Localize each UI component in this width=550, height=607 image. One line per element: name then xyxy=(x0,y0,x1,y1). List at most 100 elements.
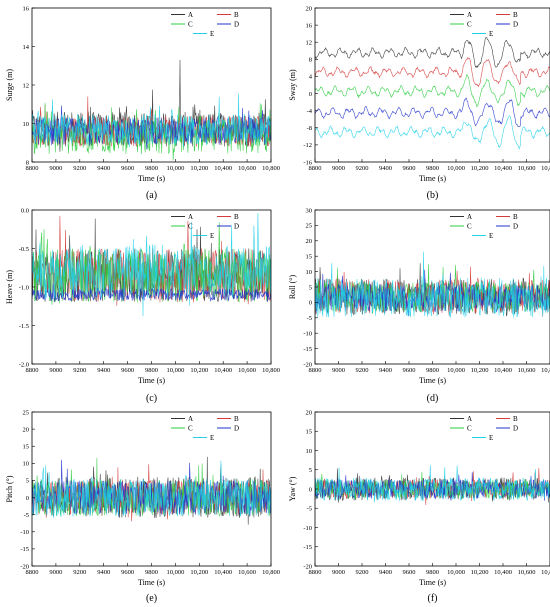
x-tick-label: 10,800 xyxy=(541,569,550,576)
series-line-d xyxy=(32,459,271,517)
legend-label-e: E xyxy=(210,434,214,442)
x-tick-label: 10,600 xyxy=(518,165,536,172)
x-tick-label: 9800 xyxy=(426,165,439,172)
x-tick-label: 9400 xyxy=(379,569,392,576)
x-tick-label: 8800 xyxy=(26,569,39,576)
panel-label: (c) xyxy=(146,393,157,404)
x-tick-label: 9800 xyxy=(145,165,158,172)
x-tick-label: 10,400 xyxy=(494,165,512,172)
y-tick-label: 20 xyxy=(306,238,313,245)
x-tick-label: 10,200 xyxy=(471,165,489,172)
x-tick-label: 9600 xyxy=(403,569,416,576)
panel-label: (d) xyxy=(427,393,439,404)
x-tick-label: 8800 xyxy=(309,367,322,374)
x-tick-label: 10,200 xyxy=(190,367,208,374)
chart-panel-1: 8800 9000 9200 9400 9600 9800 10,000 10,200 10,4… xyxy=(5,5,280,201)
x-tick-label: 10,600 xyxy=(238,569,256,576)
y-tick-label: -2.0 xyxy=(19,361,29,368)
x-tick-label: 10,200 xyxy=(471,367,489,374)
x-tick-label: 9400 xyxy=(97,569,110,576)
x-tick-label: 8800 xyxy=(309,165,322,172)
series-line-d xyxy=(315,97,550,127)
y-tick-label: 25 xyxy=(23,409,30,416)
y-tick-label: 12 xyxy=(23,82,30,89)
y-tick-label: 8 xyxy=(26,159,29,166)
y-tick-label: -16 xyxy=(303,159,312,166)
x-tick-label: 9600 xyxy=(121,367,134,374)
x-tick-label: 10,800 xyxy=(262,165,280,172)
x-tick-label: 9400 xyxy=(379,165,392,172)
series-group xyxy=(315,37,550,150)
series-line-e xyxy=(32,93,271,148)
legend-label-e: E xyxy=(489,232,493,240)
legend-label-a: A xyxy=(188,213,193,221)
y-tick-label: 15 xyxy=(306,254,313,261)
x-tick-label: 9200 xyxy=(356,367,369,374)
series-group xyxy=(32,212,271,317)
x-tick-label: 9600 xyxy=(403,165,416,172)
x-tick-label: 9400 xyxy=(97,165,110,172)
x-tick-label: 9000 xyxy=(49,569,62,576)
x-tick-label: 10,000 xyxy=(166,165,184,172)
y-axis-label: Pitch (°) xyxy=(5,475,14,502)
legend-label-c: C xyxy=(467,21,472,29)
x-tick-label: 10,800 xyxy=(541,165,550,172)
y-tick-label: 20 xyxy=(23,426,30,433)
legend-label-a: A xyxy=(188,415,193,423)
legend-label-c: C xyxy=(188,223,193,231)
panel-label: (b) xyxy=(427,190,439,201)
y-tick-label: -20 xyxy=(303,361,312,368)
legend-label-d: D xyxy=(234,21,239,29)
legend: A B C D E xyxy=(171,415,239,442)
panel-label: (e) xyxy=(146,593,157,604)
x-tick-label: 9200 xyxy=(73,367,86,374)
legend-label-d: D xyxy=(234,425,239,433)
y-tick-label: -5 xyxy=(24,512,29,519)
x-tick-label: 10,600 xyxy=(518,569,536,576)
x-tick-label: 9200 xyxy=(356,165,369,172)
x-tick-label: 10,000 xyxy=(166,569,184,576)
x-tick-label: 10,000 xyxy=(447,367,465,374)
x-tick-label: 10,600 xyxy=(238,165,256,172)
y-tick-label: -1.0 xyxy=(19,284,29,291)
x-tick-label: 8800 xyxy=(26,165,39,172)
legend-label-e: E xyxy=(210,232,214,240)
y-tick-label: -15 xyxy=(303,544,312,551)
x-axis-label: Time (s) xyxy=(138,174,165,183)
series-line-b xyxy=(315,57,550,88)
legend-label-b: B xyxy=(513,11,518,19)
y-tick-label: 30 xyxy=(306,207,313,214)
chart-panel-5: 8800 9000 9200 9400 9600 9800 10,000 10,200 10,4… xyxy=(5,409,280,604)
series-line-e xyxy=(315,115,550,150)
series-line-e xyxy=(32,212,271,317)
legend-label-d: D xyxy=(234,223,239,231)
y-tick-label: -20 xyxy=(303,563,312,570)
x-tick-label: 9000 xyxy=(332,367,345,374)
series-group xyxy=(315,251,550,318)
y-tick-label: -20 xyxy=(20,563,29,570)
x-tick-label: 8800 xyxy=(309,569,322,576)
y-tick-label: 0 xyxy=(309,91,312,98)
x-tick-label: 10,400 xyxy=(494,367,512,374)
x-tick-label: 10,000 xyxy=(447,165,465,172)
y-tick-label: 8 xyxy=(309,57,312,64)
x-tick-label: 10,400 xyxy=(214,569,232,576)
x-tick-label: 10,800 xyxy=(262,367,280,374)
x-axis-label: Time (s) xyxy=(138,376,165,385)
x-tick-label: 10,200 xyxy=(190,165,208,172)
y-tick-label: -10 xyxy=(20,529,29,536)
x-tick-label: 10,600 xyxy=(518,367,536,374)
y-tick-label: 5 xyxy=(309,284,312,291)
x-tick-label: 9800 xyxy=(145,367,158,374)
x-tick-label: 9800 xyxy=(145,569,158,576)
legend-label-a: A xyxy=(467,415,472,423)
x-tick-label: 10,600 xyxy=(238,367,256,374)
y-tick-label: 16 xyxy=(306,22,313,29)
x-tick-label: 9800 xyxy=(426,569,439,576)
legend-label-e: E xyxy=(489,434,493,442)
x-tick-label: 9600 xyxy=(121,165,134,172)
y-tick-label: 12 xyxy=(306,40,313,47)
x-tick-label: 9000 xyxy=(332,165,345,172)
series-line-e xyxy=(32,460,271,519)
